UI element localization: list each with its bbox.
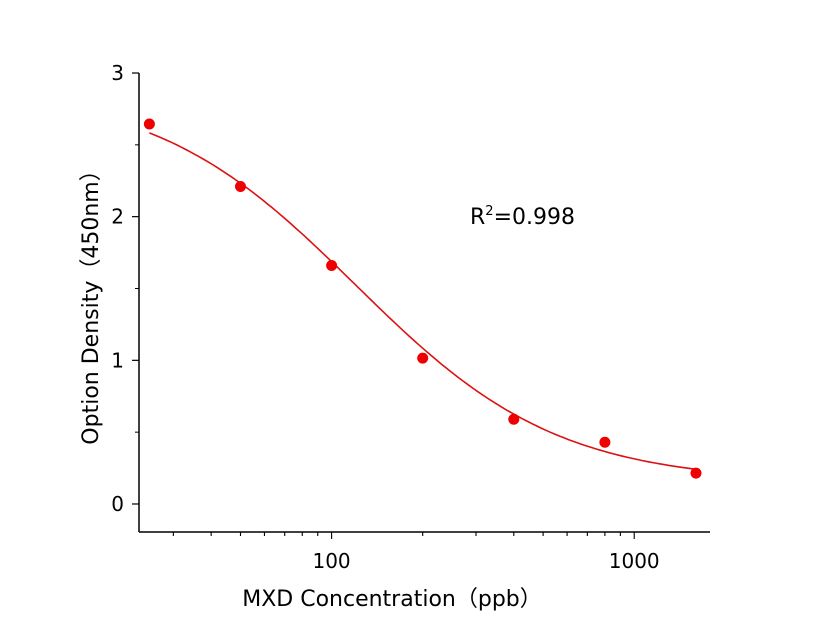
- y-tick-label: 3: [111, 61, 124, 85]
- data-points: [143, 118, 702, 479]
- y-tick-label: 2: [111, 205, 124, 229]
- y-tick-label: 0: [111, 492, 124, 516]
- r-squared-annotation: R2=0.998: [470, 204, 575, 230]
- data-point: [326, 260, 338, 272]
- data-point: [690, 467, 702, 479]
- data-point: [417, 352, 429, 364]
- x-tick-label: 1000: [609, 549, 660, 573]
- y-tick-label: 1: [111, 348, 124, 372]
- data-point: [143, 118, 155, 130]
- x-tick-label: 100: [312, 549, 350, 573]
- axes: 0 1 2 3 100 1000: [111, 61, 710, 573]
- fit-curve: [149, 132, 697, 471]
- data-point: [234, 180, 246, 192]
- y-axis-label: Option Density（450nm）: [79, 159, 104, 444]
- x-axis-label: MXD Concentration（ppb）: [242, 587, 542, 612]
- data-point: [599, 436, 611, 448]
- data-point: [508, 413, 520, 425]
